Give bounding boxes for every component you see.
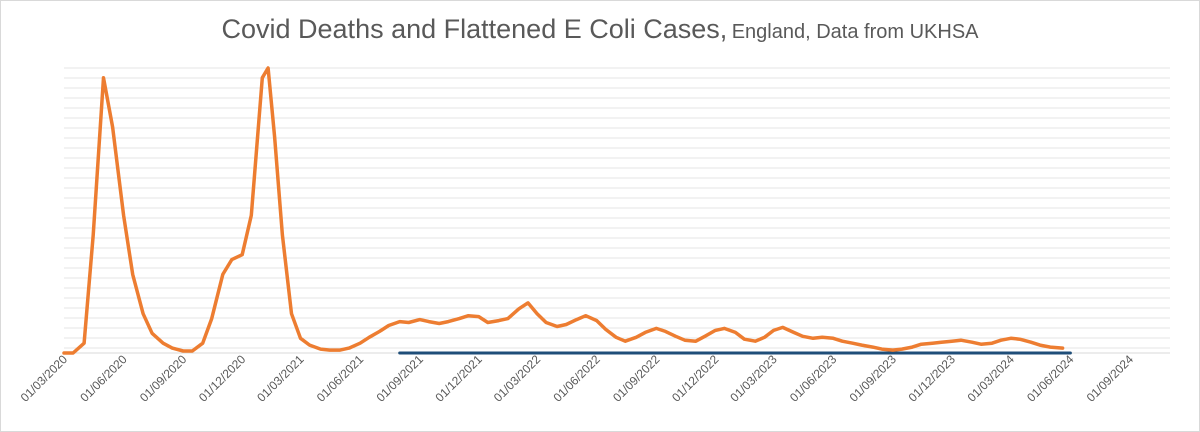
x-tick-label: 01/06/2020: [77, 352, 130, 405]
x-tick-label: 01/09/2021: [374, 352, 427, 405]
x-tick-label: 01/03/2023: [727, 352, 780, 405]
x-axis-tick-labels: 01/03/2020 01/06/2020 01/09/2020 01/12/2020…: [18, 352, 1137, 405]
x-tick-label: 01/06/2022: [550, 352, 603, 405]
chart-subtitle: England, Data from UKHSA: [731, 21, 979, 43]
x-tick-label: 01/03/2024: [965, 352, 1018, 405]
x-tick-label: 01/12/2023: [906, 352, 959, 405]
x-tick-label: 01/09/2020: [137, 352, 190, 405]
gridlines: [64, 67, 1170, 354]
x-tick-label: 01/03/2021: [254, 352, 307, 405]
x-tick-label: 01/09/2024: [1084, 352, 1137, 405]
x-tick-label: 01/12/2022: [669, 352, 722, 405]
x-tick-label: 01/03/2022: [491, 352, 544, 405]
series-line-1: [62, 66, 1065, 355]
x-tick-label: 01/12/2021: [432, 352, 485, 405]
chart-title-main: Covid Deaths and Flattened E Coli Cases,: [221, 14, 728, 44]
x-tick-label: 01/12/2020: [196, 352, 249, 405]
x-tick-label: 01/06/2021: [314, 352, 367, 405]
x-tick-label: 01/09/2023: [847, 352, 900, 405]
x-tick-label: 01/06/2024: [1024, 352, 1077, 405]
chart-title: Covid Deaths and Flattened E Coli Cases,…: [0, 14, 1200, 45]
x-tick-label: 01/09/2022: [610, 352, 663, 405]
x-tick-label: 01/06/2023: [787, 352, 840, 405]
series-layer: [62, 66, 1072, 355]
x-tick-label: 01/03/2020: [18, 352, 71, 405]
